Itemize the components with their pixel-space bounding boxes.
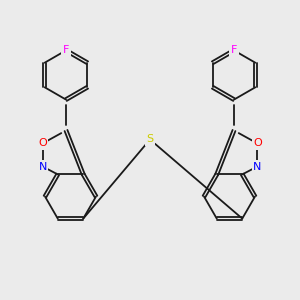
Text: N: N bbox=[38, 161, 47, 172]
Text: F: F bbox=[63, 45, 69, 56]
Text: F: F bbox=[231, 45, 237, 56]
Text: S: S bbox=[146, 134, 154, 145]
Text: N: N bbox=[253, 161, 262, 172]
Text: O: O bbox=[253, 138, 262, 148]
Text: O: O bbox=[38, 138, 47, 148]
